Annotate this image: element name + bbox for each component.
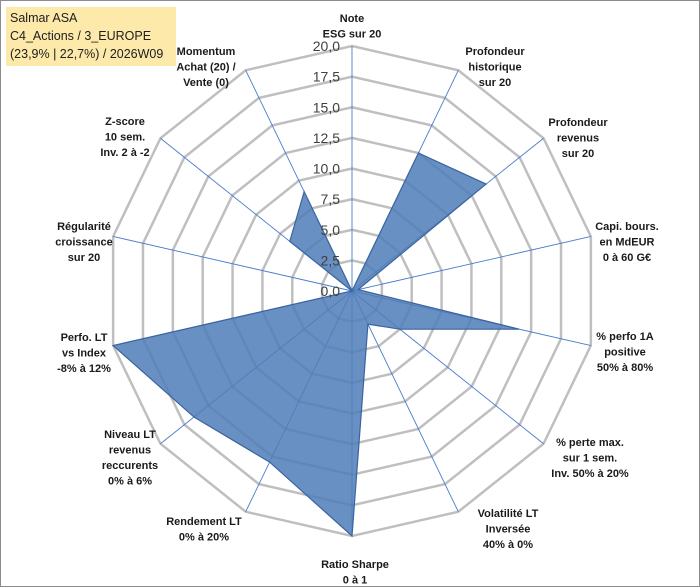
axis-label-line: revenus: [557, 133, 599, 145]
axis-label: Niveau LT revenus reccurents 0% à 6%: [102, 429, 158, 488]
tick-label: 2,5: [321, 252, 341, 268]
axis-label: Momentum Achat (20) / Vente (0): [176, 46, 235, 89]
series-area: [111, 152, 520, 538]
axis-label-line: 10 sem.: [105, 132, 145, 144]
tick-label: 0,0: [321, 283, 341, 299]
axis-label-line: % perte max.: [556, 437, 624, 449]
axis-label-line: Z-score: [105, 116, 145, 128]
axis-label-line: Inv. 50% à 20%: [551, 468, 629, 480]
axis-label-line: Vente (0): [183, 77, 229, 89]
tick-label: 7,5: [321, 191, 341, 207]
axis-label: Ratio Sharpe 0 à 1: [321, 559, 389, 587]
tick-label: 5,0: [321, 222, 341, 238]
axis-label: % perte max. sur 1 sem. Inv. 50% à 20%: [551, 437, 629, 480]
axis-label-line: Ratio Sharpe: [321, 559, 389, 571]
axis-label-line: Inversée: [486, 524, 531, 536]
axis-label-line: sur 1 sem.: [563, 453, 617, 465]
tick-label: 20,0: [313, 38, 340, 54]
axis-label-line: revenus: [109, 445, 151, 457]
axis-label: Rendement LT 0% à 20%: [166, 516, 242, 544]
radar-series: [111, 152, 520, 538]
axis-label-line: Profondeur: [465, 46, 525, 58]
score-summary: (23,9% | 22,7%) / 2026W09: [10, 47, 164, 61]
axis-label-line: sur 20: [479, 77, 511, 89]
axis-label-line: 50% à 80%: [597, 362, 653, 374]
axis-label-line: -8% à 12%: [57, 363, 111, 375]
axis-label: Note ESG sur 20: [323, 13, 382, 41]
axis-spoke: [351, 290, 459, 512]
axis-label-line: Régularité: [57, 221, 111, 233]
radar-axis-labels: Note ESG sur 20 Profondeur historique sur 20…: [55, 13, 659, 587]
axis-label-line: Rendement LT: [166, 516, 242, 528]
axis-label: Régularité croissance sur 20: [55, 221, 112, 264]
axis-label-line: 0 à 60 G€: [603, 252, 651, 264]
axis-label-line: vs Index: [62, 348, 107, 360]
radar-tick-labels: 0,0 2,5 5,0 7,5 10,0 12,5 15,0 17,5 20,0: [313, 38, 340, 299]
axis-label-line: Niveau LT: [104, 429, 156, 441]
axis-label-line: 0 à 1: [343, 575, 367, 587]
axis-label: % perfo 1A positive 50% à 80%: [596, 331, 654, 374]
tick-label: 17,5: [313, 69, 340, 85]
axis-spoke: [351, 236, 591, 292]
axis-label-line: 40% à 0%: [483, 539, 533, 551]
axis-label-line: Inv. 2 à -2: [100, 147, 149, 159]
company-name: Salmar ASA: [10, 11, 78, 25]
axis-label-line: croissance: [55, 237, 112, 249]
axis-label-line: sur 20: [68, 252, 100, 264]
axis-label-line: sur 20: [562, 148, 594, 160]
axis-label-line: Perfo. LT: [61, 332, 108, 344]
axis-label: Profondeur revenus sur 20: [548, 117, 608, 160]
axis-label: Profondeur historique sur 20: [465, 46, 525, 89]
tick-label: 10,0: [313, 161, 340, 177]
axis-label-line: ESG sur 20: [323, 29, 382, 41]
axis-label-line: Volatilité LT: [478, 508, 539, 520]
tick-label: 15,0: [313, 99, 340, 115]
axis-label-line: Momentum: [177, 46, 236, 58]
axis-label: Capi. bours. en MdEUR 0 à 60 G€: [595, 221, 659, 264]
axis-label-line: 0% à 6%: [108, 476, 152, 488]
axis-label: Volatilité LT Inversée 40% à 0%: [478, 508, 539, 551]
portfolio-category: C4_Actions / 3_EUROPE: [10, 29, 152, 43]
axis-label: Z-score 10 sem. Inv. 2 à -2: [100, 116, 149, 159]
axis-spoke: [113, 236, 353, 292]
axis-label-line: Profondeur: [548, 117, 608, 129]
axis-label-line: historique: [468, 62, 521, 74]
axis-label-line: Capi. bours.: [595, 221, 659, 233]
axis-label-line: positive: [604, 347, 646, 359]
chart-title-box: Salmar ASA C4_Actions / 3_EUROPE (23,9% …: [6, 7, 176, 66]
axis-label-line: Note: [340, 13, 364, 25]
axis-label-line: en MdEUR: [600, 237, 655, 249]
axis-label-line: reccurents: [102, 460, 158, 472]
axis-label-line: 0% à 20%: [179, 532, 229, 544]
tick-label: 12,5: [313, 130, 340, 146]
axis-label-line: Achat (20) /: [176, 62, 235, 74]
axis-label-line: % perfo 1A: [596, 331, 654, 343]
axis-label: Perfo. LT vs Index -8% à 12%: [57, 332, 111, 375]
